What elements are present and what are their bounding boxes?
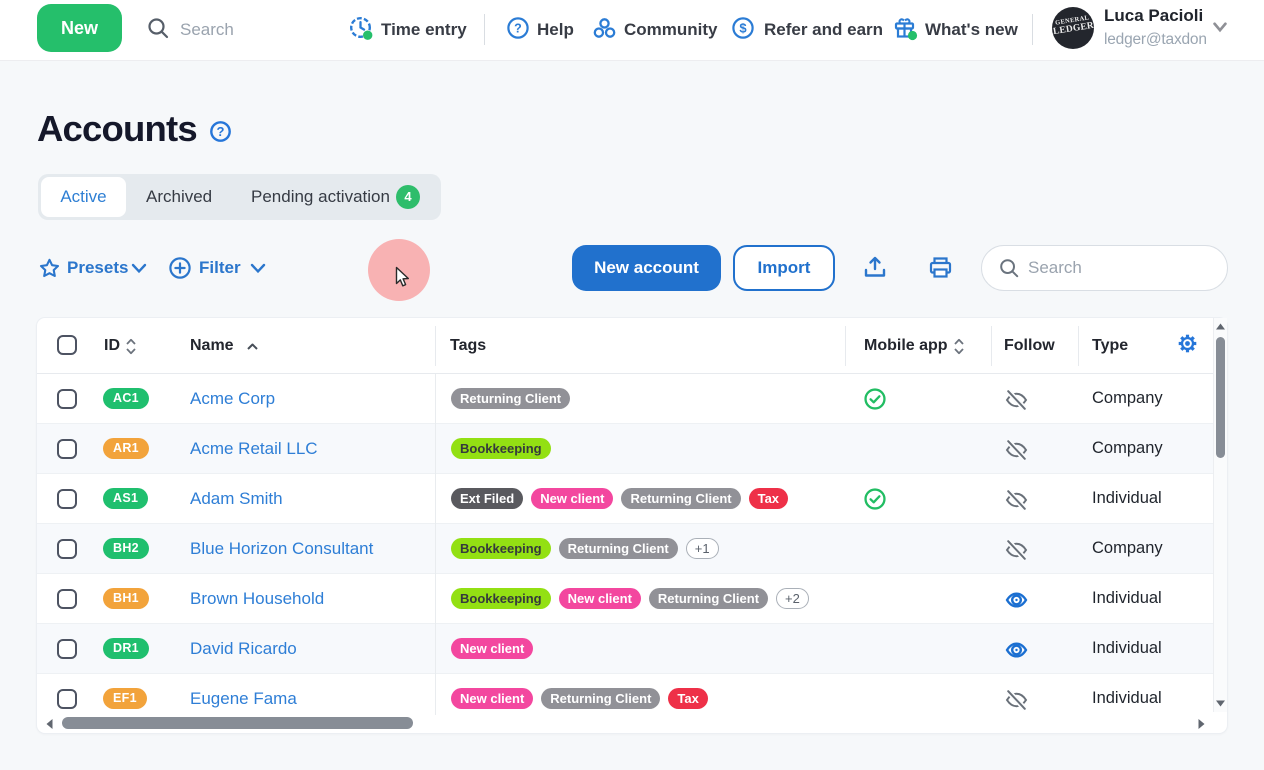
svg-text:?: ? <box>217 124 225 139</box>
svg-text:?: ? <box>514 21 522 35</box>
svg-text:$: $ <box>739 21 747 36</box>
